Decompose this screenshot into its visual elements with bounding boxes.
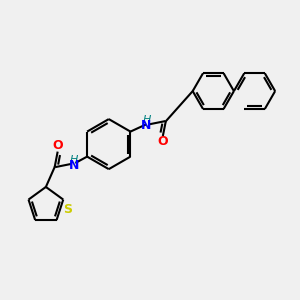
- Text: O: O: [157, 135, 168, 148]
- Text: N: N: [141, 119, 151, 132]
- Text: H: H: [143, 116, 151, 125]
- Text: N: N: [69, 159, 80, 172]
- Text: H: H: [69, 155, 78, 165]
- Text: O: O: [52, 139, 63, 152]
- Text: S: S: [63, 203, 72, 216]
